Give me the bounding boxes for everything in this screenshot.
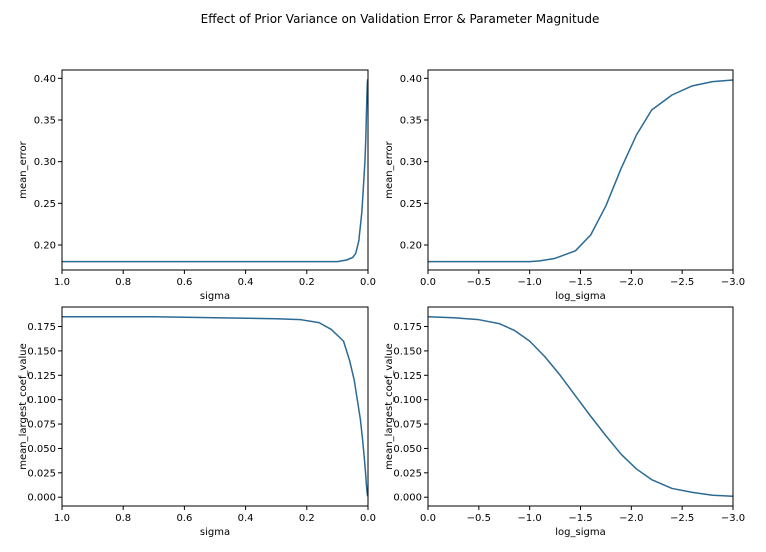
x-tick-label: −0.5 — [467, 513, 491, 524]
x-tick-label: −1.5 — [568, 277, 592, 288]
y-axis-label: mean_error — [384, 140, 395, 198]
y-tick-label: 0.075 — [27, 420, 56, 431]
x-tick-label: 0.4 — [238, 277, 254, 288]
x-tick-label: 0.8 — [115, 277, 131, 288]
y-tick-label: 0.000 — [393, 493, 422, 504]
x-axis-label: sigma — [200, 291, 230, 302]
y-tick-label: 0.175 — [393, 322, 422, 333]
x-tick-label: −2.0 — [619, 277, 643, 288]
subplot-3: 1.0 0.8 0.6 0.4 0.2 0.0 0.000 0.025 0.050 0.075 0.… — [18, 306, 376, 538]
y-tick-label: 0.35 — [34, 116, 56, 127]
x-tick-label: 0.0 — [420, 513, 436, 524]
y-tick-label: 0.050 — [27, 444, 56, 455]
y-tick-label: 0.125 — [393, 371, 422, 382]
y-axis-label: mean_largest_coef_value — [384, 343, 395, 469]
axes-frame — [427, 69, 734, 271]
x-tick-label: −1.5 — [568, 513, 592, 524]
series-line — [62, 79, 369, 263]
x-tick-label: 0.2 — [299, 513, 315, 524]
y-tick-label: 0.150 — [393, 346, 422, 357]
y-tick-label: 0.30 — [34, 157, 56, 168]
y-tick-label: 0.025 — [393, 468, 422, 479]
series-line — [427, 316, 734, 497]
x-tick-label: −0.5 — [467, 277, 491, 288]
series-line — [428, 79, 734, 263]
y-tick-label: 0.075 — [393, 420, 422, 431]
x-tick-label: −2.0 — [619, 513, 643, 524]
y-tick-label: 0.25 — [34, 199, 56, 210]
y-tick-label: 0.35 — [400, 116, 422, 127]
x-tick-label: 0.6 — [176, 277, 192, 288]
x-tick-label: 0.0 — [360, 513, 376, 524]
y-tick-label: 0.025 — [27, 468, 56, 479]
x-tick-label: 0.0 — [420, 277, 436, 288]
series-line — [62, 316, 369, 497]
x-axis-label: log_sigma — [555, 291, 605, 302]
figure-title: Effect of Prior Variance on Validation E… — [201, 12, 600, 26]
x-tick-label: −2.5 — [670, 513, 694, 524]
y-tick-label: 0.175 — [27, 322, 56, 333]
x-axis-label: log_sigma — [555, 527, 605, 538]
y-tick-label: 0.30 — [400, 157, 422, 168]
y-tick-label: 0.100 — [27, 395, 56, 406]
y-tick-label: 0.150 — [27, 346, 56, 357]
axes-frame — [61, 69, 369, 271]
x-tick-label: 0.0 — [360, 277, 376, 288]
x-axis-label: sigma — [200, 527, 230, 538]
y-tick-label: 0.000 — [27, 493, 56, 504]
y-tick-label: 0.20 — [400, 241, 422, 252]
subplot-grid: 1.0 0.8 0.6 0.4 0.2 0.0 0.20 0.25 0.30 0.35 0.40 si… — [18, 69, 745, 538]
y-tick-label: 0.40 — [34, 74, 56, 85]
x-tick-label: 1.0 — [54, 513, 70, 524]
x-tick-label: −1.0 — [518, 513, 542, 524]
x-tick-label: 0.2 — [299, 277, 315, 288]
y-tick-label: 0.25 — [400, 199, 422, 210]
subplot-1: 1.0 0.8 0.6 0.4 0.2 0.0 0.20 0.25 0.30 0.35 0.40 si… — [18, 69, 376, 302]
x-tick-label: 0.6 — [176, 513, 192, 524]
subplot-4: 0.0 −0.5 −1.0 −1.5 −2.0 −2.5 −3.0 0.000 0.025 0.0… — [384, 306, 745, 538]
y-axis-label: mean_largest_coef_value — [18, 343, 29, 469]
x-tick-label: −2.5 — [670, 277, 694, 288]
x-tick-label: 1.0 — [54, 277, 70, 288]
subplot-2: 0.0 −0.5 −1.0 −1.5 −2.0 −2.5 −3.0 0.20 0.25 0.30 0… — [384, 69, 745, 302]
y-tick-label: 0.40 — [400, 74, 422, 85]
x-tick-label: 0.4 — [238, 513, 254, 524]
y-tick-label: 0.050 — [393, 444, 422, 455]
x-tick-label: −3.0 — [721, 513, 745, 524]
x-tick-label: −1.0 — [518, 277, 542, 288]
y-tick-label: 0.125 — [27, 371, 56, 382]
x-tick-label: 0.8 — [115, 513, 131, 524]
axes-frame — [427, 306, 734, 507]
x-tick-label: −3.0 — [721, 277, 745, 288]
axes-frame — [61, 306, 369, 507]
y-tick-label: 0.100 — [393, 395, 422, 406]
y-tick-label: 0.20 — [34, 241, 56, 252]
y-axis-label: mean_error — [18, 140, 29, 198]
